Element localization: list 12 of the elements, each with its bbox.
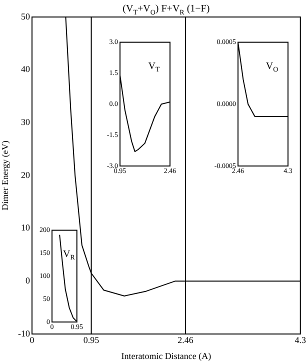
x-tick-label: 0.95: [83, 334, 100, 345]
y-tick-label: 40: [21, 64, 30, 74]
x-tick-label: 4.3: [294, 334, 306, 345]
y-tick-label: 30: [21, 117, 30, 128]
y-tick-label: -10: [18, 328, 30, 338]
y-tick-label: 0: [26, 276, 30, 286]
y-tick-label: 10: [21, 222, 30, 233]
y-axis-title: Dimer Energy (eV): [0, 140, 10, 210]
x-axis-title: Interatomic Distance (A): [121, 350, 212, 361]
y-tick-label: 20: [21, 170, 30, 180]
y-tick-label: 50: [21, 11, 30, 22]
x-tick-label: 2.46: [178, 334, 194, 345]
